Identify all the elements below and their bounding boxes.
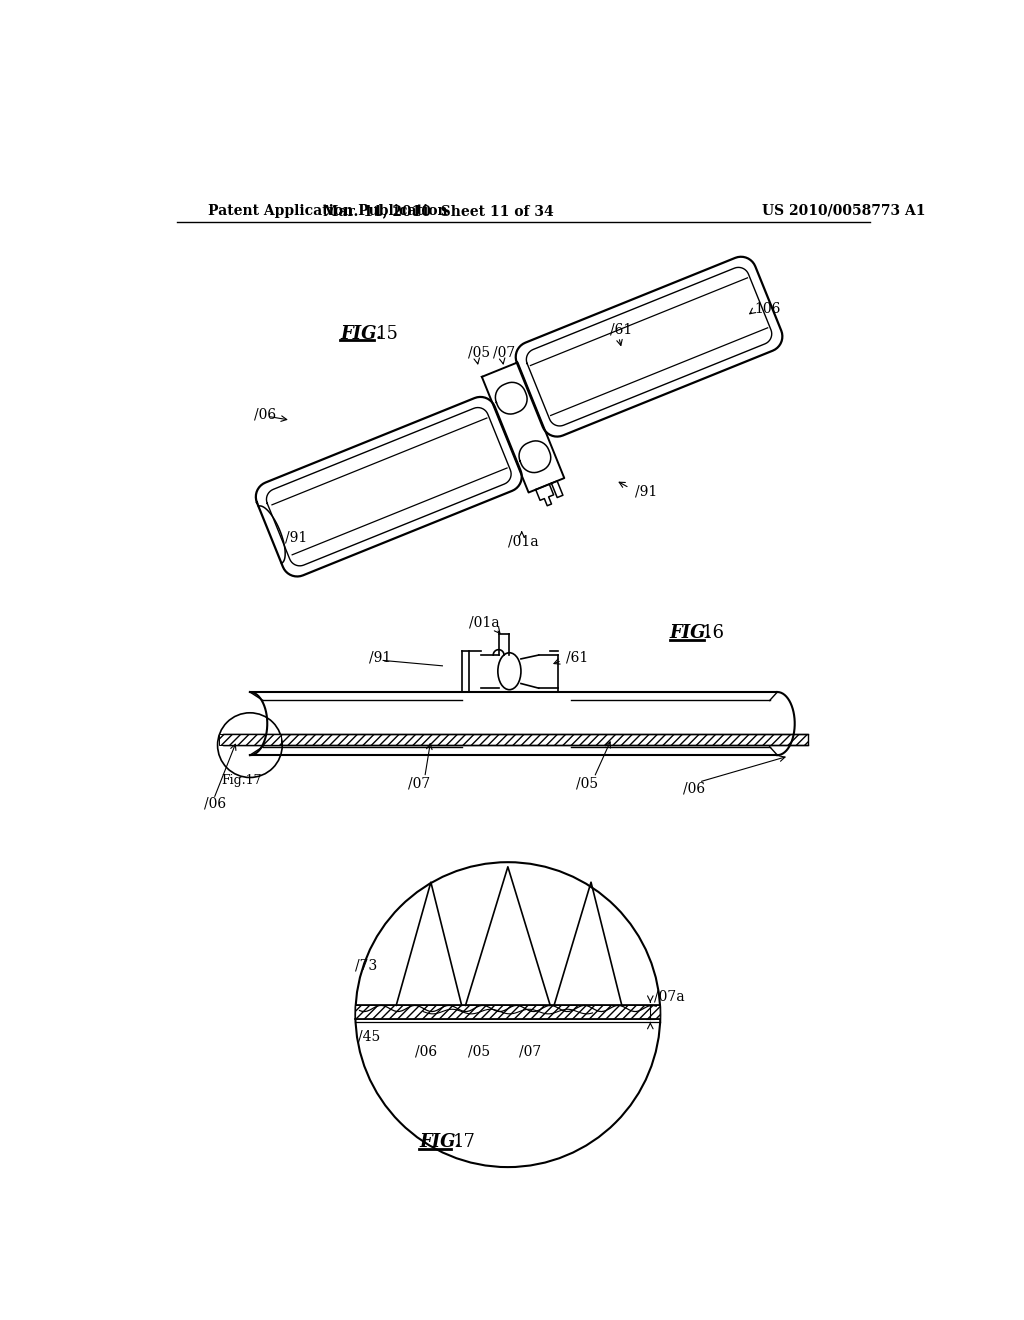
Polygon shape [355,1006,660,1019]
Text: /91: /91 [285,531,307,544]
Polygon shape [223,734,808,744]
Text: /91: /91 [370,651,391,664]
Polygon shape [219,734,281,744]
Text: FIG.: FIG. [340,325,382,343]
Text: Fig.17: Fig.17 [221,774,262,787]
Text: /05: /05 [575,776,598,791]
Text: /01a: /01a [508,535,539,549]
Text: /07: /07 [494,346,515,359]
Text: /06: /06 [204,797,226,810]
Text: /06: /06 [416,1044,437,1059]
Text: /61: /61 [566,651,589,664]
Text: /73: /73 [355,958,378,973]
Text: 17: 17 [453,1134,475,1151]
Text: /06: /06 [254,407,275,421]
Text: /91: /91 [635,484,657,498]
Text: FIG.: FIG. [419,1134,462,1151]
Text: /05: /05 [468,346,489,359]
Text: /05: /05 [468,1044,489,1059]
Text: /06: /06 [683,781,706,795]
Text: FIG.: FIG. [670,624,712,643]
Text: /07: /07 [519,1044,542,1059]
Text: 15: 15 [376,325,398,343]
Text: 106: 106 [755,302,780,317]
Text: /07a: /07a [654,989,685,1003]
Text: Mar. 11, 2010  Sheet 11 of 34: Mar. 11, 2010 Sheet 11 of 34 [324,203,554,218]
Text: /61: /61 [609,322,632,337]
Text: Patent Application Publication: Patent Application Publication [208,203,447,218]
Text: /01a: /01a [469,615,500,630]
Text: /07: /07 [408,776,430,791]
Text: /45: /45 [357,1030,380,1043]
Text: 16: 16 [701,624,725,643]
Text: US 2010/0058773 A1: US 2010/0058773 A1 [762,203,926,218]
